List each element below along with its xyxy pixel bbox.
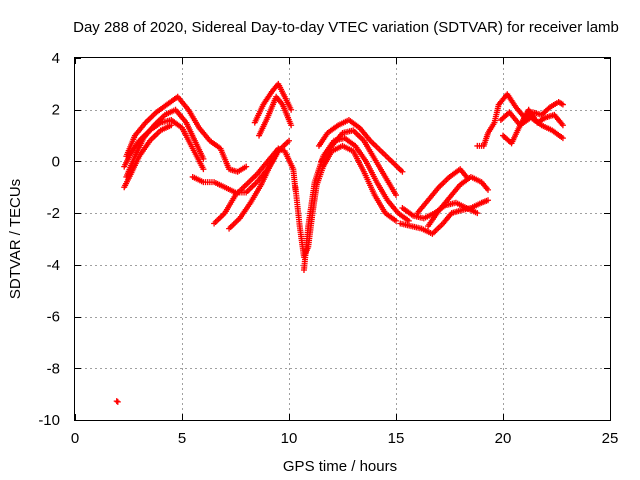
y-tick-label: 0 <box>52 153 60 170</box>
data-point <box>200 166 207 173</box>
data-point <box>200 155 207 162</box>
data-point <box>288 106 295 113</box>
plot-frame <box>74 57 611 421</box>
chart-data-points <box>113 80 566 405</box>
x-tick-label: 15 <box>388 430 405 447</box>
data-point <box>286 137 292 144</box>
series-track-c <box>123 106 207 180</box>
data-point <box>114 398 121 405</box>
data-point <box>168 122 175 129</box>
y-tick-label: -10 <box>38 412 60 429</box>
data-point <box>559 101 566 108</box>
data-point <box>474 210 481 217</box>
series-track-g <box>226 148 282 232</box>
x-tick-label: 10 <box>281 430 298 447</box>
series-track-r <box>474 91 566 149</box>
data-point <box>399 168 406 175</box>
chart-title: Day 288 of 2020, Sidereal Day-to-day VTE… <box>73 19 619 36</box>
data-point <box>113 398 120 405</box>
y-tick-label: 4 <box>52 50 60 67</box>
x-tick-label: 5 <box>178 430 186 447</box>
y-tick-label: -4 <box>47 257 60 274</box>
data-point <box>288 122 295 129</box>
data-point <box>393 192 399 199</box>
series-outlier <box>113 398 121 405</box>
series-track-i <box>256 93 295 139</box>
y-tick-label: -8 <box>47 360 60 377</box>
x-tick-label: 25 <box>602 430 619 447</box>
data-point <box>485 197 492 204</box>
data-point <box>559 122 566 129</box>
series-track-e <box>189 137 292 196</box>
y-axis-label: SDTVAR / TECUs <box>7 179 24 299</box>
series-track-n <box>397 197 492 237</box>
x-tick-label: 20 <box>495 430 512 447</box>
x-tick-label: 0 <box>71 430 79 447</box>
series-track-t <box>500 106 566 147</box>
data-point <box>393 217 399 224</box>
series-track-h <box>251 80 295 126</box>
series-track-d <box>121 122 175 191</box>
series-track-a <box>121 117 207 173</box>
data-point <box>275 148 282 155</box>
y-tick-label: -6 <box>47 309 60 326</box>
y-tick-label: -2 <box>47 205 60 222</box>
chart-tick-labels: 0 5 10 15 20 25 -10 -8 -6 -4 -2 0 2 4 <box>38 50 618 447</box>
series-track-q <box>425 173 492 230</box>
x-axis-label: GPS time / hours <box>283 458 397 475</box>
series-track-p <box>414 166 470 217</box>
series-track-m <box>318 127 399 199</box>
series-track-b <box>123 93 250 175</box>
series-track-l <box>315 117 406 175</box>
data-point <box>485 186 492 193</box>
y-tick-label: 2 <box>52 102 60 119</box>
data-point <box>243 163 250 170</box>
data-point <box>559 135 566 142</box>
